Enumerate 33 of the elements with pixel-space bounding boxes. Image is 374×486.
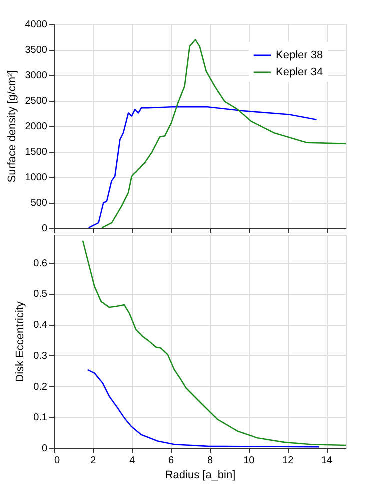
y-axis-title: Disk Eccentricity	[14, 301, 27, 382]
y-tick-label: 0.6	[34, 258, 48, 270]
y-tick-label: 0	[42, 444, 48, 454]
y-tick-label: 3000	[25, 70, 48, 82]
y-tick-label: 0.2	[34, 382, 48, 393]
x-tick-label: 10	[244, 456, 256, 466]
line-series	[87, 369, 320, 448]
y-tick-label: 2000	[25, 122, 48, 132]
legend-label: Kepler 34	[276, 66, 324, 78]
y-tick-label: 0.3	[34, 350, 48, 362]
y-tick-label: 0.4	[34, 320, 48, 332]
y-axis-title: Surface density [g/cm²]	[6, 70, 18, 183]
x-tick-label: 6	[168, 456, 175, 466]
x-axis-title: Radius [a_bin]	[165, 470, 236, 482]
y-tick-label: 1000	[25, 172, 48, 184]
line-series	[88, 106, 318, 228]
y-tick-label: 0.1	[34, 412, 48, 424]
legend-label: Kepler 38	[276, 50, 324, 62]
y-tick-label: 500	[30, 198, 48, 209]
y-tick-label: 0.5	[34, 289, 48, 300]
y-tick-label: 4000	[25, 20, 48, 30]
x-tick-label: 0	[54, 456, 60, 466]
y-tick-label: 3500	[25, 45, 48, 56]
x-tick-label: 8	[207, 456, 214, 466]
line-series	[101, 39, 346, 228]
y-tick-label: 1500	[25, 147, 48, 158]
line-series	[82, 240, 346, 446]
y-tick-label: 2500	[25, 96, 48, 107]
x-tick-label: 4	[130, 456, 136, 466]
y-tick-label: 0	[42, 224, 48, 234]
x-tick-label: 12	[282, 456, 294, 466]
x-tick-label: 14	[321, 456, 334, 466]
x-tick-label: 2	[90, 456, 97, 466]
